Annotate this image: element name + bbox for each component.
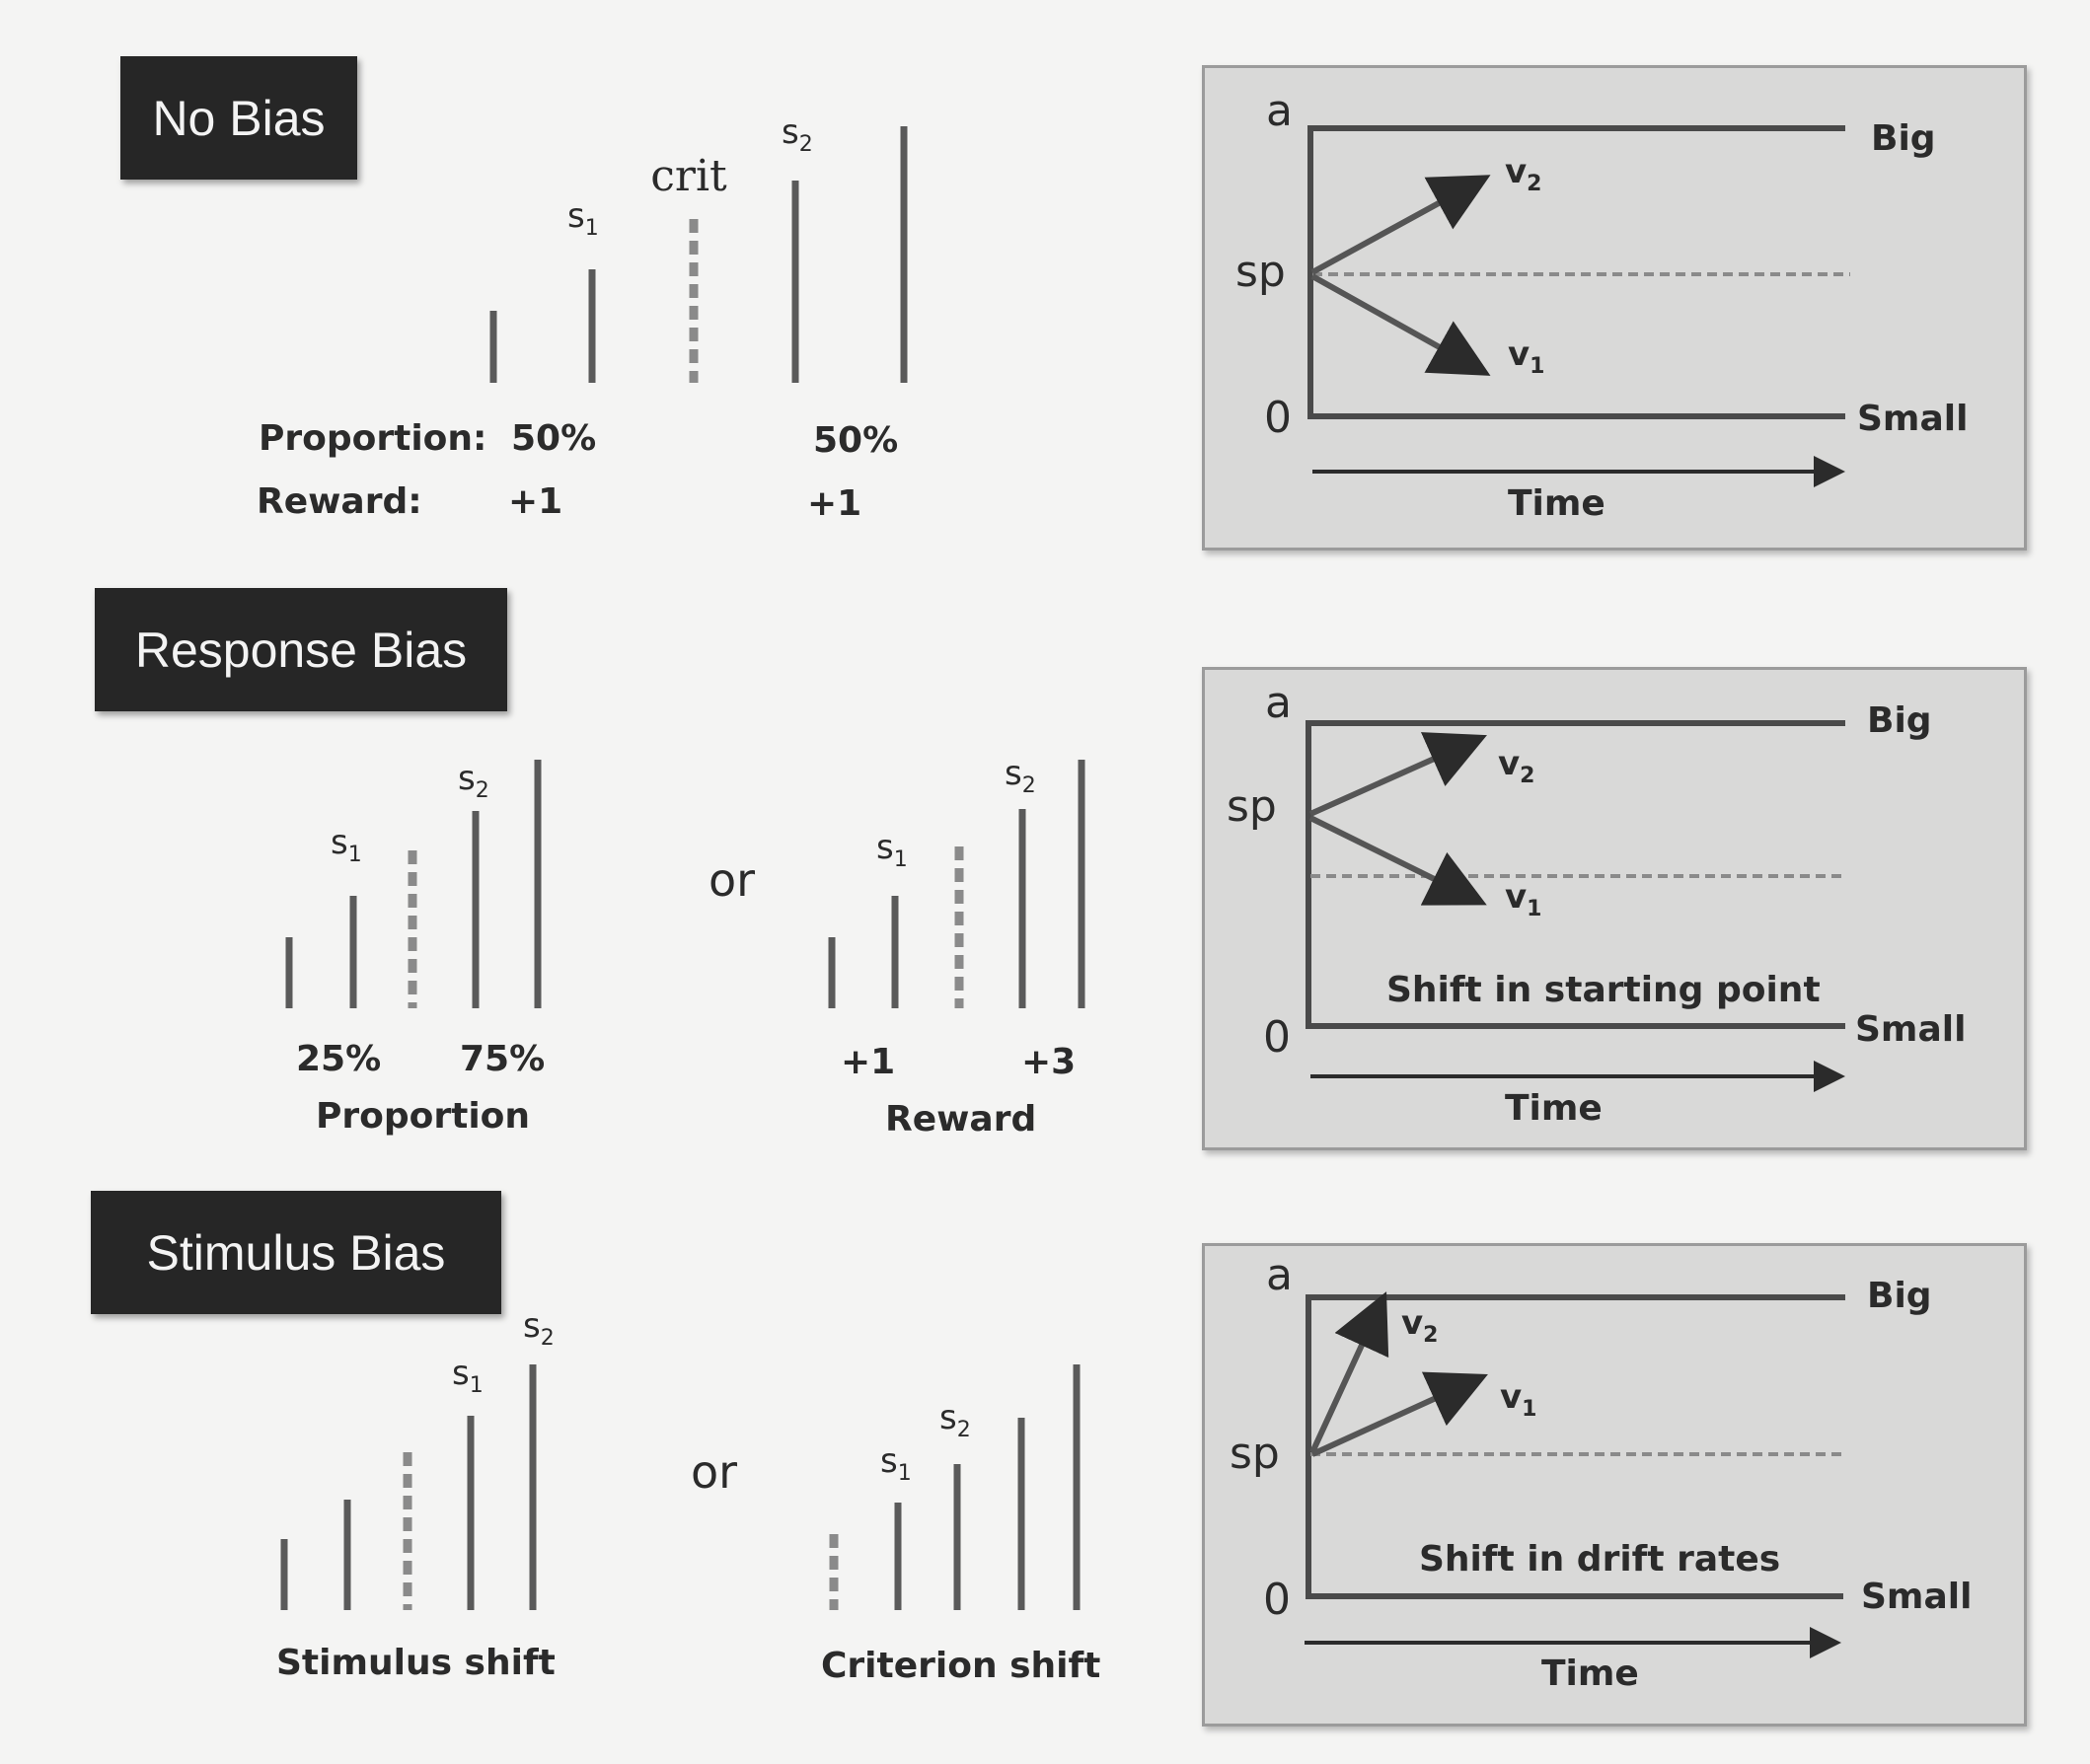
zero-label: 0 [1263,1012,1291,1063]
s2-label: s2 [458,759,489,803]
stimulus-shift-bars [280,1364,537,1610]
v2-label: v2 [1401,1303,1438,1348]
s1-label: s1 [452,1354,484,1398]
big-label: Big [1867,700,1932,741]
v2-label: v2 [1498,744,1534,788]
a-label: a [1265,678,1292,728]
small-label: Small [1857,399,1968,439]
small-label: Small [1855,1009,1966,1050]
sp-label: sp [1230,1429,1280,1479]
reward-left: +1 [508,481,562,522]
small-label: Small [1861,1577,1972,1617]
proportion-label: Proportion: [259,418,486,459]
s1-label: s1 [567,196,599,241]
prop-right: 50% [813,420,898,461]
or-label: or [709,853,755,907]
ddm-panel-1: a sp 0 Big Small Time v2 v1 [1235,86,1968,524]
response-proportion-bars [285,760,542,1008]
no-bias-bars [489,126,908,383]
panel-response-bias [1202,667,2027,1150]
criterion-shift-caption: Criterion shift [821,1646,1100,1686]
stimulus-bias-title: Stimulus Bias [91,1191,501,1314]
a-label: a [1266,86,1293,136]
zero-label: 0 [1263,1575,1291,1625]
sp-label: sp [1227,781,1277,832]
s1-label: s1 [331,823,362,867]
drift-v1-arrow [1308,815,1487,906]
prop-25: 25% [296,1039,381,1079]
v1-label: v1 [1500,1377,1536,1422]
prop-left: 50% [511,418,596,459]
response-reward-bars [828,760,1085,1008]
time-label: Time [1541,1654,1639,1694]
zero-label: 0 [1264,393,1292,443]
shift-drift-rates-note: Shift in drift rates [1419,1539,1780,1580]
reward-caption: Reward [885,1099,1036,1139]
drift-v2-arrow [1308,732,1487,817]
s2-label: s2 [1005,754,1036,798]
ddm-panel-2: a sp 0 Big Small Time v2 v1 Shift in sta… [1227,678,1966,1129]
big-label: Big [1871,118,1936,159]
reward-right: +1 [807,483,861,524]
v1-label: v1 [1508,334,1544,379]
time-label: Time [1505,1088,1603,1129]
v2-label: v2 [1505,152,1541,196]
proportion-caption: Proportion [316,1096,530,1137]
big-label: Big [1867,1276,1932,1316]
sp-label: sp [1235,247,1286,297]
v1-label: v1 [1505,877,1541,921]
s1-label: s1 [876,828,908,872]
s1-label: s1 [880,1441,912,1486]
drift-v2-arrow [1309,1291,1389,1454]
reward-plus3: +3 [1021,1042,1076,1082]
time-label: Time [1508,483,1605,524]
s2-label: s2 [939,1398,971,1442]
prop-75: 75% [460,1039,545,1079]
reward-plus1: +1 [841,1042,895,1082]
or-label: or [691,1445,737,1499]
criterion-shift-bars [829,1364,1081,1610]
drift-v1-arrow [1310,1371,1488,1457]
ddm-panel-3: a sp 0 Big Small Time v2 v1 Shift in dri… [1230,1250,1972,1694]
a-label: a [1266,1250,1293,1300]
shift-starting-point-note: Shift in starting point [1386,970,1821,1010]
s2-label: s2 [523,1306,555,1351]
s2-label: s2 [782,112,813,157]
response-bias-title: Response Bias [95,588,507,711]
stimulus-shift-caption: Stimulus shift [276,1643,556,1683]
crit-label: crit [650,151,727,201]
drift-v2-arrow [1310,175,1491,275]
no-bias-title: No Bias [120,56,357,180]
drift-v1-arrow [1310,273,1491,376]
reward-label: Reward: [257,481,422,522]
